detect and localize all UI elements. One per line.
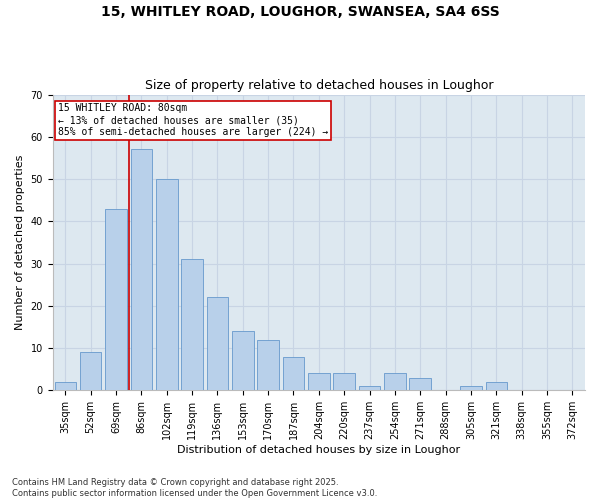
Bar	[384, 374, 406, 390]
Bar	[485, 382, 507, 390]
X-axis label: Distribution of detached houses by size in Loughor: Distribution of detached houses by size …	[177, 445, 460, 455]
Bar	[105, 208, 127, 390]
Bar	[206, 298, 228, 390]
Bar	[257, 340, 279, 390]
Title: Size of property relative to detached houses in Loughor: Size of property relative to detached ho…	[145, 79, 493, 92]
Y-axis label: Number of detached properties: Number of detached properties	[15, 155, 25, 330]
Bar	[409, 378, 431, 390]
Bar	[308, 374, 329, 390]
Bar	[55, 382, 76, 390]
Bar	[460, 386, 482, 390]
Bar	[80, 352, 101, 391]
Text: 15, WHITLEY ROAD, LOUGHOR, SWANSEA, SA4 6SS: 15, WHITLEY ROAD, LOUGHOR, SWANSEA, SA4 …	[101, 5, 499, 19]
Bar	[131, 150, 152, 390]
Bar	[156, 179, 178, 390]
Bar	[232, 331, 254, 390]
Bar	[283, 356, 304, 390]
Bar	[334, 374, 355, 390]
Text: Contains HM Land Registry data © Crown copyright and database right 2025.
Contai: Contains HM Land Registry data © Crown c…	[12, 478, 377, 498]
Bar	[181, 260, 203, 390]
Text: 15 WHITLEY ROAD: 80sqm
← 13% of detached houses are smaller (35)
85% of semi-det: 15 WHITLEY ROAD: 80sqm ← 13% of detached…	[58, 104, 328, 136]
Bar	[359, 386, 380, 390]
